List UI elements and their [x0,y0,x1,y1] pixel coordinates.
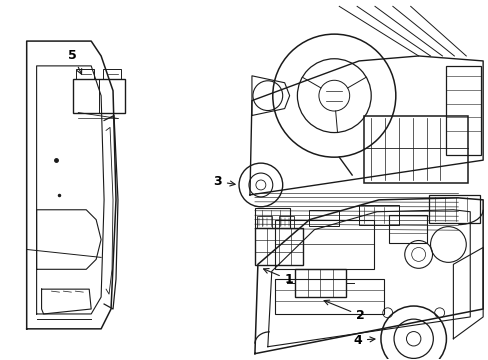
Bar [278,216,293,228]
Bar [103,69,121,79]
Bar [254,208,289,228]
Bar [256,216,271,228]
Bar [294,269,346,297]
Bar [358,205,398,225]
Bar [274,279,383,314]
Bar [388,215,426,243]
Text: 1: 1 [263,269,293,286]
Text: 2: 2 [324,300,364,322]
Bar [364,116,468,183]
Text: 4: 4 [352,334,374,347]
Bar [274,220,373,269]
Bar [427,195,479,223]
Bar [446,66,480,155]
Bar [73,79,124,113]
Bar [254,228,302,265]
Text: 3: 3 [213,175,235,188]
Text: 5: 5 [68,49,81,74]
Bar [76,69,94,79]
Bar [309,210,339,226]
